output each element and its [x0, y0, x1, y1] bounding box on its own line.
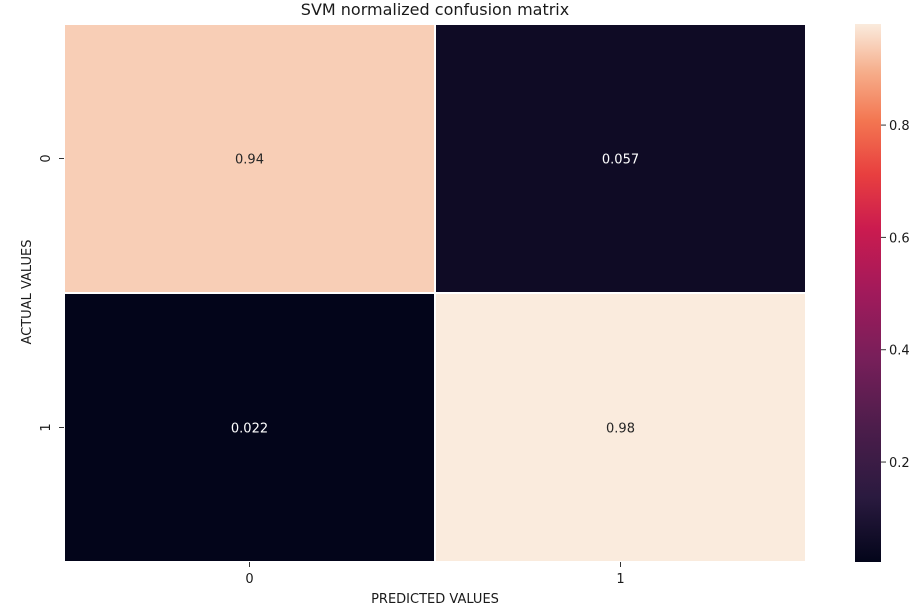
cell-label-r1-c1: 0.98 [606, 422, 635, 437]
colorbar-tick-label-0: 0.2 [889, 456, 910, 471]
y-axis-ticks: 01 [39, 154, 64, 432]
heatmap-cell-r1-c1 [434, 292, 807, 563]
colorbar-tick-label-1: 0.4 [889, 344, 910, 359]
x-tick-label-1: 1 [616, 572, 624, 587]
heatmap-cell-labels: 0.94 0.057 0.022 0.98 [231, 153, 639, 437]
x-tick-label-0: 0 [245, 572, 253, 587]
y-axis-label: ACTUAL VALUES [20, 240, 35, 345]
colorbar-tick-label-2: 0.6 [889, 231, 910, 246]
heatmap-cell-r0-c0 [63, 23, 436, 294]
cell-label-r1-c0: 0.022 [231, 422, 268, 437]
colorbar-tick-label-3: 0.8 [889, 119, 910, 134]
heatmap-cell-r1-c0 [63, 292, 436, 563]
x-axis-label: PREDICTED VALUES [371, 592, 499, 607]
y-tick-label-0: 0 [39, 154, 54, 162]
colorbar: 0.2 0.4 0.6 0.8 [855, 24, 910, 562]
cell-label-r0-c0: 0.94 [235, 153, 264, 168]
y-tick-label-1: 1 [39, 423, 54, 431]
chart-title: SVM normalized confusion matrix [301, 0, 569, 19]
colorbar-gradient [855, 24, 881, 562]
heatmap-cells [63, 23, 807, 563]
cell-label-r0-c1: 0.057 [602, 153, 639, 168]
colorbar-ticks: 0.2 0.4 0.6 0.8 [881, 119, 910, 471]
heatmap-cell-r0-c1 [434, 23, 807, 294]
